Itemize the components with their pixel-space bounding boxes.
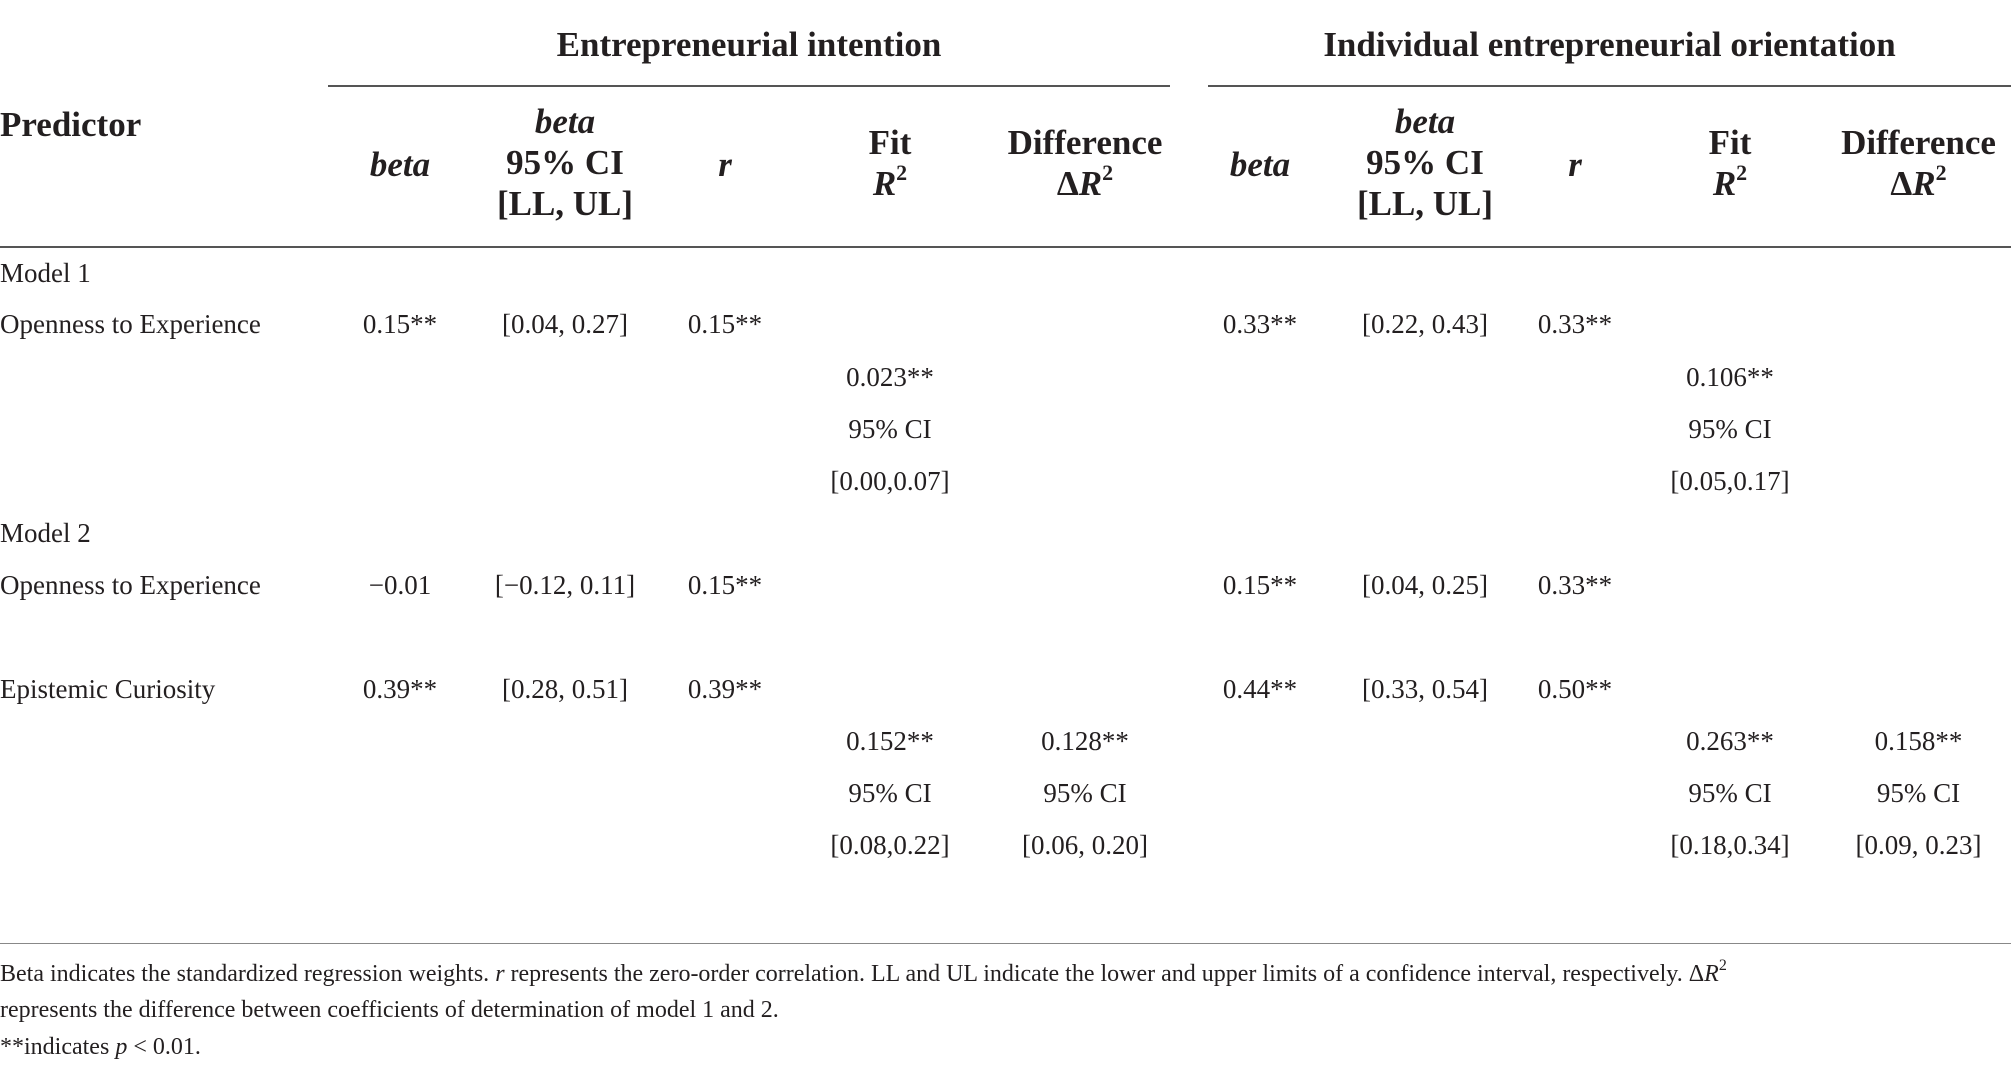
m1-ieo-beta: 0.33** [1222, 309, 1298, 339]
m2-openness-ieo-r: 0.33** [1537, 570, 1613, 600]
header-ei-beta-ci: beta 95% CI [LL, UL] [470, 101, 660, 224]
header-ieo-ci-line1: beta [1394, 102, 1456, 141]
m2-curiosity-label: Epistemic Curiosity [0, 674, 216, 704]
m2-ieo-fit-ci-label: 95% CI [1688, 778, 1772, 808]
m2-ei-fit-value: 0.152** [846, 726, 934, 756]
header-ieo-fit-r: R [1712, 164, 1737, 203]
footnote-3b: < 0.01. [127, 1034, 201, 1060]
header-ei-ci-line1: beta [534, 102, 596, 141]
header-ei-ci-line3: [LL, UL] [496, 184, 634, 223]
group-rule-individual-orientation [1208, 85, 2011, 87]
footnote-1-sup: 2 [1718, 957, 1727, 974]
m2-curiosity-ei-beta: 0.39** [362, 674, 438, 704]
header-ieo-difference: Difference ΔR2 [1826, 122, 2011, 204]
m2-openness-label: Openness to Experience [0, 570, 261, 600]
m1-openness-label: Openness to Experience [0, 309, 261, 339]
header-ieo-fit: Fit R2 [1660, 122, 1800, 204]
header-ieo-diff-r: R [1912, 164, 1936, 203]
header-ei-r: r [718, 145, 732, 184]
header-ieo-diff-line1: Difference [1841, 123, 1996, 162]
header-ei-diff-r: R [1078, 164, 1103, 203]
table-bottom-rule [0, 943, 2011, 944]
group-title-entrepreneurial-intention: Entrepreneurial intention [556, 25, 942, 64]
footnote-1b: represents the zero-order correlation. L… [504, 961, 1705, 987]
m2-ieo-diff-value: 0.158** [1874, 726, 1963, 756]
m2-openness-ei-ci: [−0.12, 0.11] [494, 570, 636, 600]
m1-ieo-ci: [0.22, 0.43] [1362, 309, 1488, 339]
m2-openness-ei-r: 0.15** [687, 570, 763, 600]
header-ieo-ci-line2: 95% CI [1366, 143, 1484, 182]
m1-ei-fit-ci: [0.00,0.07] [830, 466, 950, 496]
header-ei-difference: Difference ΔR2 [990, 122, 1180, 204]
m2-ieo-diff-ci-label: 95% CI [1876, 778, 1961, 808]
m1-ieo-fit-ci-label: 95% CI [1688, 414, 1772, 444]
header-ieo-beta-ci: beta 95% CI [LL, UL] [1330, 101, 1520, 224]
m2-curiosity-ieo-ci: [0.33, 0.54] [1362, 674, 1488, 704]
m2-openness-ieo-ci: [0.04, 0.25] [1362, 570, 1488, 600]
header-ieo-r: r [1568, 145, 1582, 184]
m1-ei-ci: [0.04, 0.27] [502, 309, 628, 339]
header-ei-diff-delta: Δ [1056, 164, 1079, 203]
header-ei-ci-line2: 95% CI [506, 143, 624, 182]
m2-curiosity-ieo-beta: 0.44** [1222, 674, 1298, 704]
header-ei-beta: beta [369, 145, 431, 184]
header-ieo-fit-sup: 2 [1736, 160, 1748, 186]
header-predictor: Predictor [0, 105, 142, 144]
m1-ieo-fit-ci: [0.05,0.17] [1670, 466, 1790, 496]
footnote-1a: Beta indicates the standardized regressi… [0, 961, 496, 987]
m1-ieo-fit-value: 0.106** [1686, 362, 1774, 392]
footnote-line-1: Beta indicates the standardized regressi… [0, 956, 1727, 992]
m2-ei-diff-value: 0.128** [1041, 726, 1129, 756]
m1-ei-fit-ci-label: 95% CI [848, 414, 932, 444]
header-ieo-beta: beta [1229, 145, 1291, 184]
header-ieo-diff-sup: 2 [1935, 160, 1947, 186]
footnote-3-p: p [115, 1034, 128, 1060]
m2-curiosity-ei-ci: [0.28, 0.51] [502, 674, 628, 704]
footnote-line-2: represents the difference between coeffi… [0, 997, 779, 1023]
footnote-1-R: R [1704, 961, 1719, 987]
model-2-label: Model 2 [0, 518, 91, 548]
footnote-line-3: **indicates p < 0.01. [0, 1029, 201, 1065]
m2-openness-ieo-beta: 0.15** [1222, 570, 1298, 600]
m2-openness-ei-beta: −0.01 [368, 570, 432, 600]
header-ei-fit-r: R [872, 164, 897, 203]
m2-ei-diff-ci-label: 95% CI [1043, 778, 1127, 808]
header-ei-fit: Fit R2 [820, 122, 960, 204]
m1-ei-r: 0.15** [687, 309, 763, 339]
header-ieo-fit-line1: Fit [1708, 123, 1752, 162]
group-rule-entrepreneurial-intention [328, 85, 1170, 87]
header-ei-fit-line1: Fit [868, 123, 912, 162]
header-bottom-rule [0, 246, 2011, 248]
m2-ei-diff-ci: [0.06, 0.20] [1022, 830, 1148, 860]
m2-ei-fit-ci-label: 95% CI [848, 778, 932, 808]
header-ieo-diff-delta: Δ [1890, 164, 1913, 203]
m1-ei-fit-value: 0.023** [846, 362, 934, 392]
m1-ieo-r: 0.33** [1537, 309, 1613, 339]
footnote-3a: **indicates [0, 1034, 116, 1060]
m2-curiosity-ei-r: 0.39** [687, 674, 763, 704]
header-ei-fit-sup: 2 [896, 160, 908, 186]
model-1-label: Model 1 [0, 258, 91, 288]
m2-ei-fit-ci: [0.08,0.22] [830, 830, 950, 860]
m2-ieo-fit-ci: [0.18,0.34] [1670, 830, 1790, 860]
header-ieo-ci-line3: [LL, UL] [1356, 184, 1494, 223]
group-title-individual-orientation: Individual entrepreneurial orientation [1323, 25, 1896, 64]
header-ei-diff-line1: Difference [1007, 123, 1163, 162]
m2-curiosity-ieo-r: 0.50** [1537, 674, 1613, 704]
header-ei-diff-sup: 2 [1102, 160, 1114, 186]
m2-ieo-diff-ci: [0.09, 0.23] [1855, 830, 1982, 860]
m1-ei-beta: 0.15** [362, 309, 438, 339]
m2-ieo-fit-value: 0.263** [1686, 726, 1774, 756]
footnote-1-r: r [495, 961, 505, 987]
